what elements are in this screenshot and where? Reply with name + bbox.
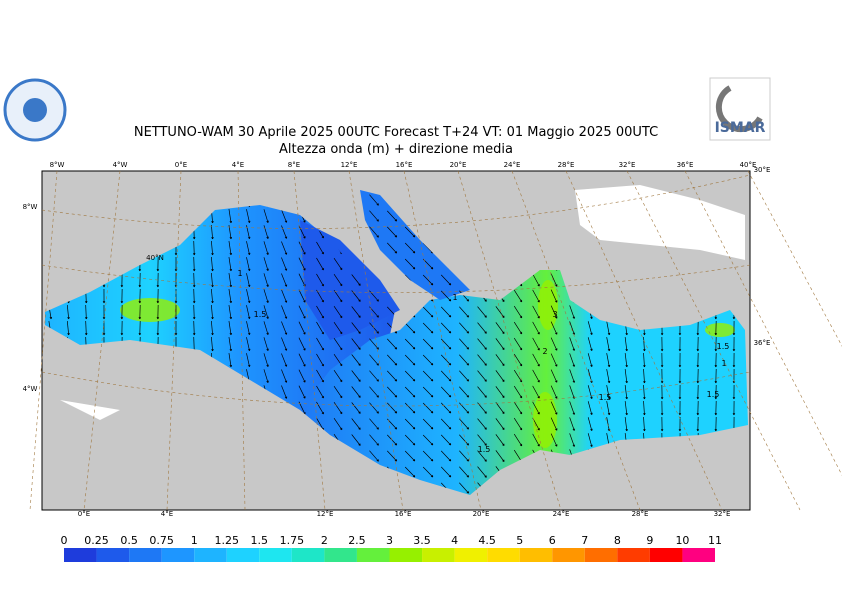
colorbar-label: 10 (675, 534, 689, 547)
axis-label: 4°W (113, 161, 128, 169)
colorbar-box (129, 548, 162, 562)
axis-label: 24°E (553, 510, 570, 518)
contour-label: 1.5 (254, 310, 267, 319)
colorbar-box (356, 548, 390, 562)
colorbar-label: 2.5 (348, 534, 366, 547)
colorbar-box (422, 548, 455, 562)
axis-label: 12°E (317, 510, 334, 518)
colorbar-box (649, 548, 683, 562)
colorbar-label: 1 (191, 534, 198, 547)
title: NETTUNO-WAM 30 Aprile 2025 00UTC Forecas… (134, 125, 658, 140)
colorbar-box (324, 548, 357, 562)
colorbar-label: 1.25 (215, 534, 240, 547)
contour-label: 1.5 (717, 342, 730, 351)
colorbar-label: 1.5 (251, 534, 269, 547)
contour-label: 3 (552, 310, 557, 319)
axis-label: 36°E (754, 339, 771, 347)
colorbar-label: 0 (61, 534, 68, 547)
axis-label: 36°E (677, 161, 694, 169)
colorbar-label: 0.75 (149, 534, 174, 547)
colorbar-box (389, 548, 423, 562)
axis-label: 0°E (78, 510, 90, 518)
axis-label: 30°E (754, 166, 771, 174)
axis-label: 4°E (232, 161, 244, 169)
axis-label: 8°W (50, 161, 65, 169)
colorbar-label: 1.75 (280, 534, 305, 547)
axis-label: 8°E (288, 161, 300, 169)
axis-label: 24°E (504, 161, 521, 169)
colorbar-label: 0.25 (84, 534, 109, 547)
colorbar-label: 11 (708, 534, 722, 547)
axis-label: 28°E (558, 161, 575, 169)
colorbar-label: 4 (451, 534, 458, 547)
colorbar-label: 0.5 (120, 534, 138, 547)
lat-label: 40°N (146, 254, 164, 262)
colorbar-box (682, 548, 715, 562)
colorbar: 0 0.25 0.5 0.75 1 1.25 1.5 1.75 2 2.5 3 3.5 4 4.5 5 6 7 8… (61, 534, 722, 562)
colorbar-label: 3.5 (413, 534, 431, 547)
axis-label: 32°E (619, 161, 636, 169)
axis-label: 16°E (396, 161, 413, 169)
contour-label: 1 (721, 359, 726, 368)
axis-label: 16°E (395, 510, 412, 518)
colorbar-box (259, 548, 292, 562)
axis-label: 4°W (23, 385, 38, 393)
colorbar-label: 7 (581, 534, 588, 547)
colorbar-box (291, 548, 325, 562)
colorbar-box (194, 548, 227, 562)
colorbar-box (454, 548, 488, 562)
contour-label: 1.5 (599, 393, 612, 402)
colorbar-box (519, 548, 553, 562)
colorbar-label: 2 (321, 534, 328, 547)
subtitle: Altezza onda (m) + direzione media (279, 142, 513, 157)
contour-label: 1.5 (478, 445, 491, 454)
axis-label: 12°E (341, 161, 358, 169)
colorbar-label: 5 (516, 534, 523, 547)
colorbar-box (487, 548, 520, 562)
colorbar-box (226, 548, 260, 562)
colorbar-box (161, 548, 195, 562)
logo-left (3, 78, 67, 142)
contour-label: 1.5 (707, 390, 720, 399)
axis-label: 32°E (714, 510, 731, 518)
axis-label: 40°E (740, 161, 757, 169)
logo-text: ISMAR (715, 120, 766, 136)
colorbar-box (617, 548, 650, 562)
axis-label: 4°E (161, 510, 173, 518)
contour-label: 1 (237, 269, 242, 278)
colorbar-label: 3 (386, 534, 393, 547)
colorbar-label: 8 (614, 534, 621, 547)
logo-right: ISMAR (709, 77, 771, 141)
colorbar-box (96, 548, 130, 562)
axis-label: 8°W (23, 203, 38, 211)
contour-label: 1 (452, 293, 457, 302)
colorbar-label: 9 (646, 534, 653, 547)
axis-label: 28°E (632, 510, 649, 518)
colorbar-label: 4.5 (478, 534, 496, 547)
axis-label: 0°E (175, 161, 187, 169)
colorbar-label: 6 (549, 534, 556, 547)
colorbar-box (552, 548, 585, 562)
axis-label: 20°E (473, 510, 490, 518)
map (29, 170, 842, 511)
axis-label: 20°E (450, 161, 467, 169)
contour-label: 2 (542, 347, 547, 356)
colorbar-box (584, 548, 618, 562)
colorbar-box (64, 548, 97, 562)
